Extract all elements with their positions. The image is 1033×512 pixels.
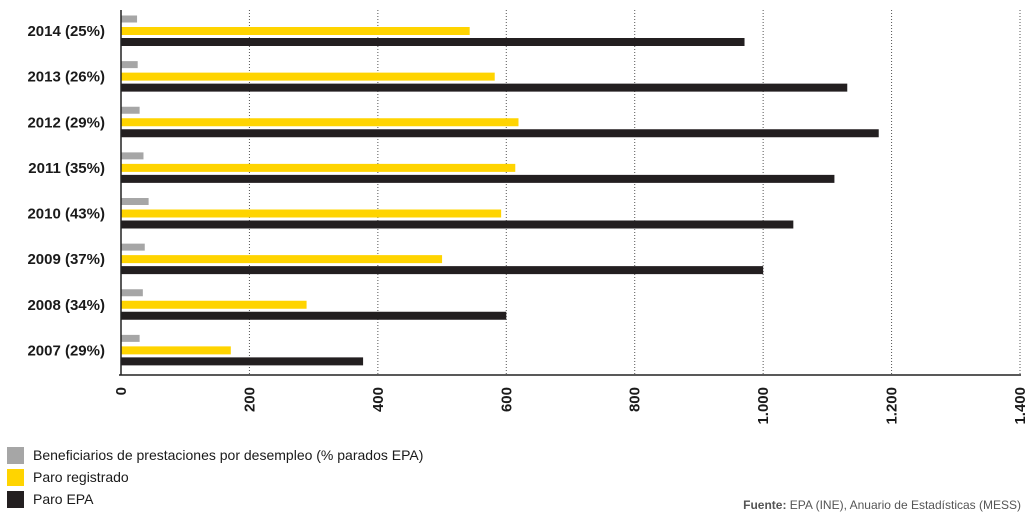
bar-paro-registrado-2011-35: [121, 163, 516, 172]
source-text: EPA (INE), Anuario de Estadísticas (MESS…: [789, 498, 1021, 512]
category-label-2008-34: 2008 (34%): [27, 297, 105, 314]
bar-beneficiarios-de-prestaciones-por-desempleo-parados-epa-2007-29: [121, 334, 140, 342]
x-tick-label-800: 800: [627, 387, 644, 412]
bar-paro-registrado-2009-37: [121, 255, 443, 264]
category-label-2013-26: 2013 (26%): [27, 69, 105, 86]
bar-paro-registrado-2013-26: [121, 72, 495, 81]
legend-label-paro-registrado: Paro registrado: [33, 469, 129, 485]
bar-beneficiarios-de-prestaciones-por-desempleo-parados-epa-2014-25: [121, 15, 138, 23]
x-tick-label-1000: 1.000: [755, 387, 772, 425]
bar-paro-registrado-2014-25: [121, 27, 470, 35]
legend-swatch-paro-registrado: [7, 468, 24, 486]
x-tick-label-200: 200: [241, 387, 258, 412]
category-label-2012-29: 2012 (29%): [27, 114, 105, 131]
bar-beneficiarios-de-prestaciones-por-desempleo-parados-epa-2008-34: [121, 289, 143, 297]
bar-paro-epa-2010-43: [121, 220, 794, 229]
x-tick-label-0: 0: [113, 387, 130, 395]
bar-beneficiarios-de-prestaciones-por-desempleo-parados-epa-2011-35: [121, 152, 144, 160]
bar-paro-epa-2011-35: [121, 174, 835, 183]
bar-beneficiarios-de-prestaciones-por-desempleo-parados-epa-2009-37: [121, 243, 145, 251]
bar-paro-registrado-2008-34: [121, 300, 307, 309]
bar-paro-epa-2013-26: [121, 83, 848, 92]
legend-swatch-paro-epa: [7, 490, 24, 508]
x-tick-label-1400: 1.400: [1012, 387, 1029, 425]
bar-paro-epa-2012-29: [121, 129, 879, 138]
bar-paro-epa-2009-37: [121, 266, 764, 275]
category-label-2007-29: 2007 (29%): [27, 342, 105, 359]
source-note: Fuente: EPA (INE), Anuario de Estadístic…: [743, 498, 1021, 512]
bar-paro-epa-2008-34: [121, 311, 507, 320]
legend-label-paro-epa: Paro EPA: [33, 491, 94, 507]
legend-item-paro-epa: Paro EPA: [7, 488, 423, 510]
legend-item-beneficiarios: Beneficiarios de prestaciones por desemp…: [7, 444, 423, 466]
x-tick-label-1200: 1.200: [884, 387, 901, 425]
legend-item-paro-registrado: Paro registrado: [7, 466, 423, 488]
bar-beneficiarios-de-prestaciones-por-desempleo-parados-epa-2012-29: [121, 106, 140, 114]
legend-swatch-beneficiarios: [7, 446, 24, 464]
x-tick-label-600: 600: [498, 387, 515, 412]
category-label-2009-37: 2009 (37%): [27, 251, 105, 268]
x-tick-label-400: 400: [370, 387, 387, 412]
bar-paro-epa-2014-25: [121, 38, 745, 46]
legend: Beneficiarios de prestaciones por desemp…: [7, 444, 423, 510]
bar-beneficiarios-de-prestaciones-por-desempleo-parados-epa-2013-26: [121, 61, 138, 69]
legend-label-beneficiarios: Beneficiarios de prestaciones por desemp…: [33, 447, 424, 463]
bar-beneficiarios-de-prestaciones-por-desempleo-parados-epa-2010-43: [121, 198, 149, 205]
category-label-2014-25: 2014 (25%): [27, 23, 105, 40]
category-label-2010-43: 2010 (43%): [27, 206, 105, 223]
bar-paro-epa-2007-29: [121, 357, 364, 366]
bar-paro-registrado-2010-43: [121, 209, 502, 218]
source-label: Fuente:: [743, 498, 787, 512]
bar-paro-registrado-2007-29: [121, 346, 231, 355]
bar-chart: 2014 (25%) 2013 (26%) 2012 (29%) 2011 (35%)…: [27, 10, 1029, 425]
bar-paro-registrado-2012-29: [121, 118, 519, 127]
category-label-2011-35: 2011 (35%): [28, 160, 105, 177]
